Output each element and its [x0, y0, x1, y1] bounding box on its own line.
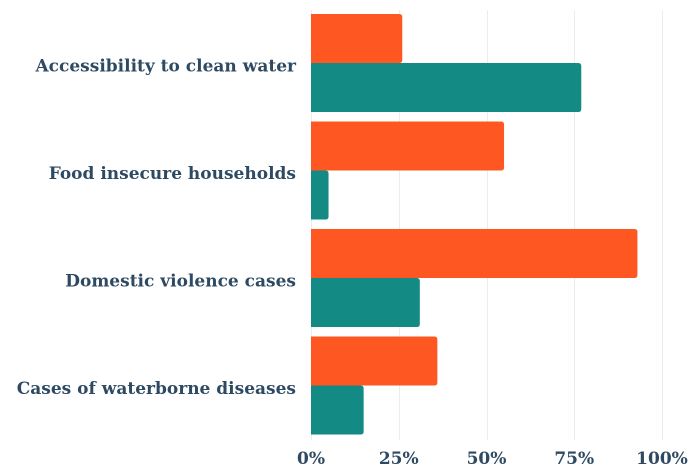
bar-1-series-1: [311, 170, 329, 220]
x-tick-label-2: 50%: [467, 449, 507, 469]
category-labels: Accessibility to clean water Food insecur…: [17, 57, 297, 400]
bar-3-series-1: [311, 385, 364, 435]
category-label-1: Food insecure households: [49, 164, 296, 184]
x-tick-labels: 0% 25% 50% 75% 100%: [297, 449, 688, 469]
bar-2-series-0: [311, 229, 638, 278]
category-label-2: Domestic violence cases: [65, 272, 296, 292]
x-tick-label-3: 75%: [554, 449, 594, 469]
bar-3-series-0: [311, 336, 438, 386]
x-tick-label-4: 100%: [636, 449, 688, 469]
bar-1-series-0: [311, 121, 505, 171]
category-label-0: Accessibility to clean water: [34, 57, 297, 77]
bars: [311, 14, 638, 435]
x-tick-label-0: 0%: [297, 449, 325, 469]
x-tick-label-1: 25%: [379, 449, 419, 469]
category-label-3: Cases of waterborne diseases: [17, 379, 296, 399]
bar-0-series-0: [311, 14, 403, 63]
bar-0-series-1: [311, 63, 582, 112]
bar-2-series-1: [311, 278, 420, 327]
